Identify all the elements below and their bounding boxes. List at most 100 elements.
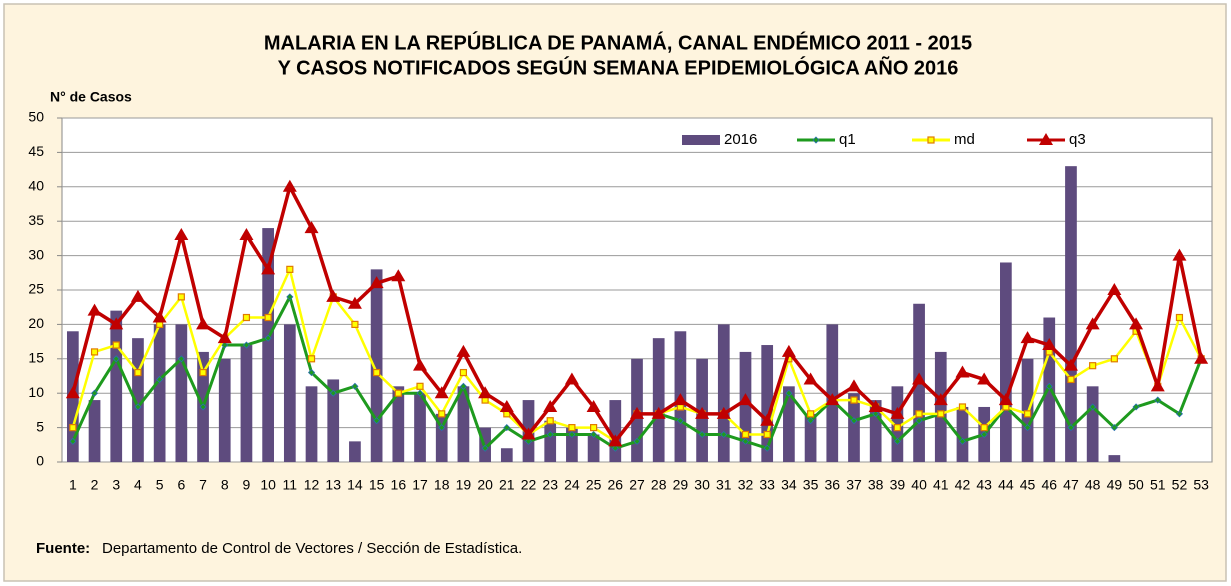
marker bbox=[927, 136, 935, 144]
legend-label: q3 bbox=[1069, 131, 1086, 148]
x-tick-label: 31 bbox=[716, 477, 732, 493]
x-tick-label: 50 bbox=[1128, 477, 1144, 493]
marker bbox=[590, 430, 598, 439]
bar bbox=[175, 324, 188, 462]
marker bbox=[1110, 424, 1118, 432]
bar bbox=[349, 441, 361, 462]
x-tick-label: 34 bbox=[781, 477, 797, 493]
bar bbox=[110, 310, 123, 462]
x-tick-label: 41 bbox=[933, 477, 949, 493]
marker bbox=[546, 430, 554, 439]
source-text: Departamento de Control de Vectores / Se… bbox=[102, 540, 522, 557]
marker bbox=[1175, 410, 1184, 418]
bar bbox=[262, 228, 274, 462]
marker bbox=[196, 317, 211, 330]
bar bbox=[500, 448, 513, 462]
marker bbox=[590, 424, 598, 432]
bar bbox=[739, 351, 752, 462]
bar bbox=[327, 379, 340, 462]
bar bbox=[283, 324, 296, 462]
marker bbox=[199, 368, 207, 377]
marker bbox=[456, 344, 471, 357]
marker bbox=[239, 227, 254, 240]
marker bbox=[807, 417, 815, 425]
x-tick-label: 2 bbox=[91, 477, 99, 493]
bar bbox=[218, 358, 231, 462]
x-tick-label: 24 bbox=[564, 477, 580, 493]
marker bbox=[394, 389, 402, 397]
bar bbox=[717, 324, 730, 462]
x-tick-label: 47 bbox=[1063, 477, 1079, 493]
x-tick-label: 44 bbox=[998, 477, 1014, 493]
marker bbox=[716, 406, 731, 419]
bar bbox=[587, 434, 600, 462]
bar bbox=[566, 427, 578, 462]
legend-label: md bbox=[954, 131, 975, 148]
bar bbox=[609, 400, 622, 462]
marker bbox=[1110, 355, 1118, 363]
marker bbox=[134, 368, 142, 377]
marker bbox=[850, 417, 858, 425]
marker bbox=[65, 386, 80, 399]
marker bbox=[304, 221, 319, 234]
x-tick-label: 51 bbox=[1150, 477, 1166, 493]
x-tick-label: 23 bbox=[542, 477, 558, 493]
legend-label: q1 bbox=[839, 131, 856, 148]
marker bbox=[720, 430, 728, 439]
marker bbox=[586, 399, 601, 412]
marker bbox=[307, 368, 316, 377]
marker bbox=[1175, 313, 1184, 322]
marker bbox=[806, 410, 815, 418]
marker bbox=[564, 372, 579, 385]
marker bbox=[673, 393, 688, 406]
marker bbox=[977, 372, 992, 385]
bar bbox=[305, 386, 318, 462]
x-tick-label: 15 bbox=[369, 477, 385, 493]
marker bbox=[825, 393, 840, 406]
x-tick-label: 9 bbox=[243, 477, 251, 493]
y-tick-label: 5 bbox=[36, 418, 44, 434]
marker bbox=[413, 358, 428, 371]
marker bbox=[937, 410, 945, 418]
marker bbox=[1194, 351, 1209, 364]
marker bbox=[177, 293, 185, 301]
marker bbox=[955, 365, 970, 378]
marker bbox=[307, 355, 316, 363]
marker bbox=[568, 430, 576, 439]
x-tick-label: 53 bbox=[1193, 477, 1209, 493]
marker bbox=[134, 403, 142, 411]
marker bbox=[373, 368, 381, 377]
marker bbox=[738, 393, 753, 406]
y-tick-label: 25 bbox=[28, 281, 44, 297]
marker bbox=[980, 424, 988, 432]
bar bbox=[652, 338, 665, 462]
marker bbox=[1067, 375, 1075, 384]
x-tick-label: 28 bbox=[651, 477, 667, 493]
bar bbox=[1000, 262, 1012, 462]
marker bbox=[651, 406, 666, 419]
marker bbox=[264, 313, 272, 322]
bar bbox=[370, 269, 383, 462]
bar bbox=[435, 413, 448, 462]
marker bbox=[391, 269, 406, 282]
x-tick-label: 29 bbox=[673, 477, 689, 493]
marker bbox=[785, 389, 793, 397]
bar bbox=[804, 413, 817, 462]
y-tick-label: 45 bbox=[28, 143, 44, 159]
x-tick-label: 33 bbox=[759, 477, 775, 493]
marker bbox=[1089, 362, 1097, 370]
bar bbox=[869, 400, 882, 462]
marker bbox=[478, 386, 493, 399]
marker bbox=[87, 303, 102, 316]
y-tick-label: 10 bbox=[28, 384, 44, 400]
marker bbox=[1020, 331, 1035, 344]
x-tick-label: 38 bbox=[868, 477, 884, 493]
marker bbox=[282, 179, 297, 192]
marker bbox=[156, 375, 164, 384]
marker bbox=[546, 417, 554, 425]
marker bbox=[174, 227, 189, 240]
marker bbox=[438, 424, 446, 432]
marker bbox=[347, 296, 362, 309]
marker bbox=[1150, 379, 1165, 392]
